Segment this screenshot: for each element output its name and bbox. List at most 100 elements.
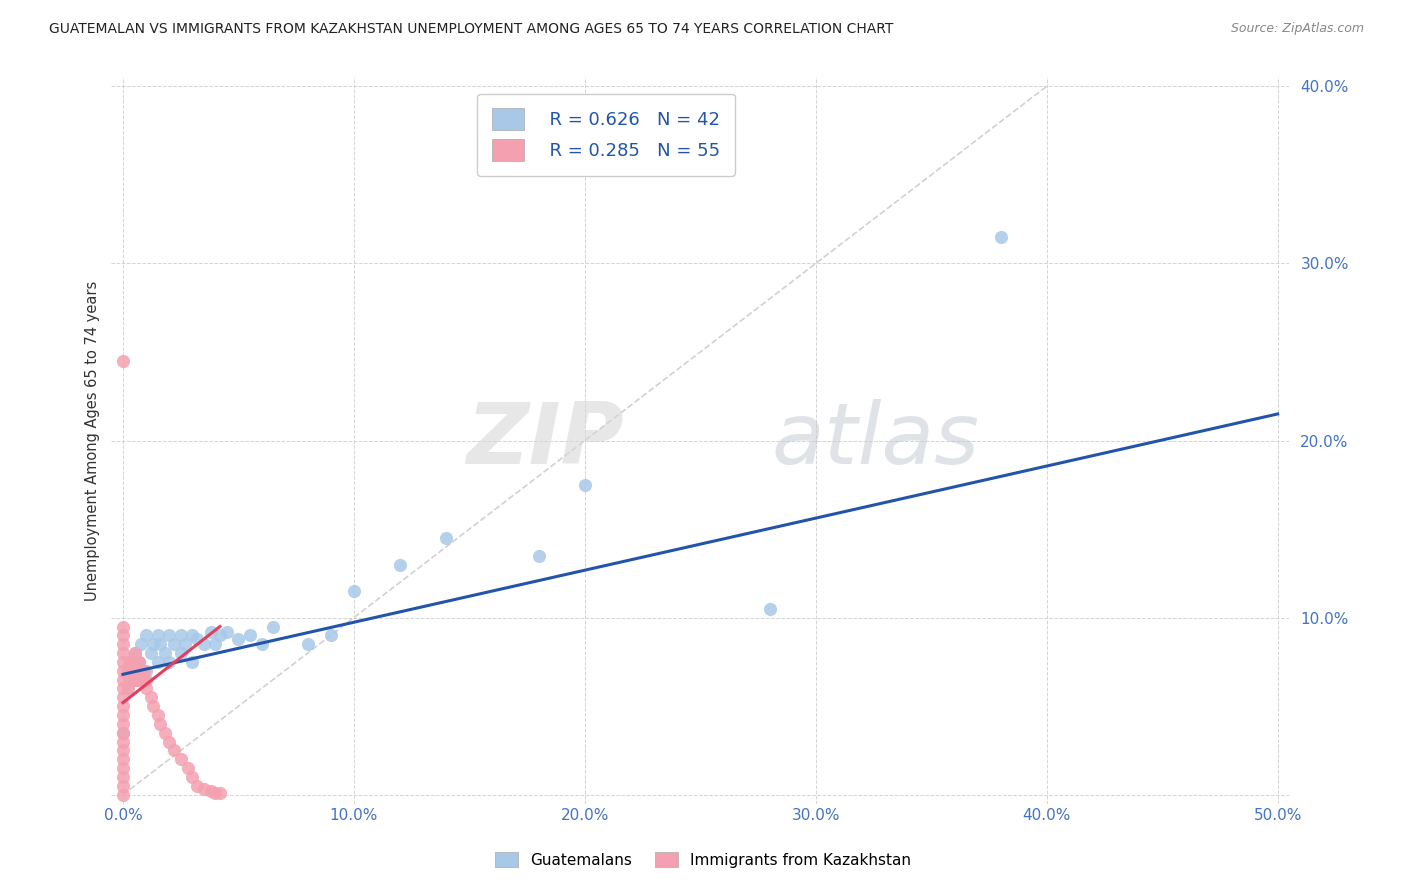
Text: atlas: atlas	[770, 399, 979, 482]
Point	[111, 708, 134, 723]
Point	[208, 628, 231, 642]
Point	[527, 549, 550, 563]
Point	[111, 717, 134, 731]
Point	[117, 681, 139, 696]
Point	[132, 664, 155, 678]
Point	[124, 673, 146, 687]
Point	[111, 628, 134, 642]
Point	[135, 664, 157, 678]
Point	[131, 673, 153, 687]
Point	[111, 637, 134, 651]
Point	[111, 619, 134, 633]
Point	[111, 664, 134, 678]
Point	[111, 690, 134, 705]
Point	[215, 624, 238, 639]
Point	[111, 681, 134, 696]
Point	[758, 602, 780, 616]
Point	[128, 664, 150, 678]
Point	[163, 637, 186, 651]
Point	[146, 628, 169, 642]
Point	[262, 619, 284, 633]
Point	[157, 628, 180, 642]
Point	[111, 673, 134, 687]
Point	[204, 786, 226, 800]
Point	[121, 664, 143, 678]
Point	[118, 655, 141, 669]
Point	[111, 725, 134, 739]
Point	[170, 628, 193, 642]
Point	[111, 779, 134, 793]
Point	[990, 230, 1012, 244]
Point	[111, 734, 134, 748]
Point	[111, 761, 134, 775]
Point	[250, 637, 273, 651]
Point	[142, 637, 165, 651]
Point	[343, 584, 366, 599]
Point	[111, 725, 134, 739]
Point	[319, 628, 342, 642]
Point	[146, 708, 169, 723]
Text: Source: ZipAtlas.com: Source: ZipAtlas.com	[1230, 22, 1364, 36]
Point	[135, 673, 157, 687]
Point	[157, 655, 180, 669]
Point	[170, 646, 193, 660]
Text: GUATEMALAN VS IMMIGRANTS FROM KAZAKHSTAN UNEMPLOYMENT AMONG AGES 65 TO 74 YEARS : GUATEMALAN VS IMMIGRANTS FROM KAZAKHSTAN…	[49, 22, 894, 37]
Point	[124, 646, 146, 660]
Point	[125, 673, 148, 687]
Point	[153, 646, 176, 660]
Point	[176, 761, 198, 775]
Point	[157, 734, 180, 748]
Point	[389, 558, 412, 572]
Point	[111, 743, 134, 757]
Point	[128, 655, 150, 669]
Point	[153, 725, 176, 739]
Point	[132, 673, 155, 687]
Point	[297, 637, 319, 651]
Point	[149, 717, 172, 731]
Point	[200, 784, 222, 798]
Point	[124, 646, 146, 660]
Point	[118, 673, 141, 687]
Point	[574, 478, 596, 492]
Point	[208, 786, 231, 800]
Point	[117, 681, 139, 696]
Point	[118, 655, 141, 669]
Point	[135, 628, 157, 642]
Point	[146, 655, 169, 669]
Point	[121, 655, 143, 669]
Point	[181, 655, 204, 669]
Point	[111, 770, 134, 784]
Point	[193, 637, 215, 651]
Point	[125, 655, 148, 669]
Point	[163, 743, 186, 757]
Point	[204, 637, 226, 651]
Point	[111, 354, 134, 368]
Point	[139, 690, 162, 705]
Point	[124, 664, 146, 678]
Point	[111, 752, 134, 766]
Point	[111, 699, 134, 714]
Point	[228, 632, 250, 646]
Point	[117, 664, 139, 678]
Point	[131, 637, 153, 651]
Y-axis label: Unemployment Among Ages 65 to 74 years: Unemployment Among Ages 65 to 74 years	[86, 280, 100, 600]
Point	[170, 752, 193, 766]
Legend: Guatemalans, Immigrants from Kazakhstan: Guatemalans, Immigrants from Kazakhstan	[488, 844, 918, 875]
Point	[200, 624, 222, 639]
Point	[193, 782, 215, 797]
Point	[181, 770, 204, 784]
Point	[239, 628, 262, 642]
Point	[149, 637, 172, 651]
Point	[139, 646, 162, 660]
Point	[434, 531, 457, 545]
Point	[135, 681, 157, 696]
Legend:   R = 0.626   N = 42,   R = 0.285   N = 55: R = 0.626 N = 42, R = 0.285 N = 55	[477, 94, 735, 176]
Point	[111, 788, 134, 802]
Point	[111, 655, 134, 669]
Point	[111, 646, 134, 660]
Point	[131, 664, 153, 678]
Point	[174, 637, 197, 651]
Point	[124, 673, 146, 687]
Point	[186, 779, 208, 793]
Text: ZIP: ZIP	[467, 399, 624, 482]
